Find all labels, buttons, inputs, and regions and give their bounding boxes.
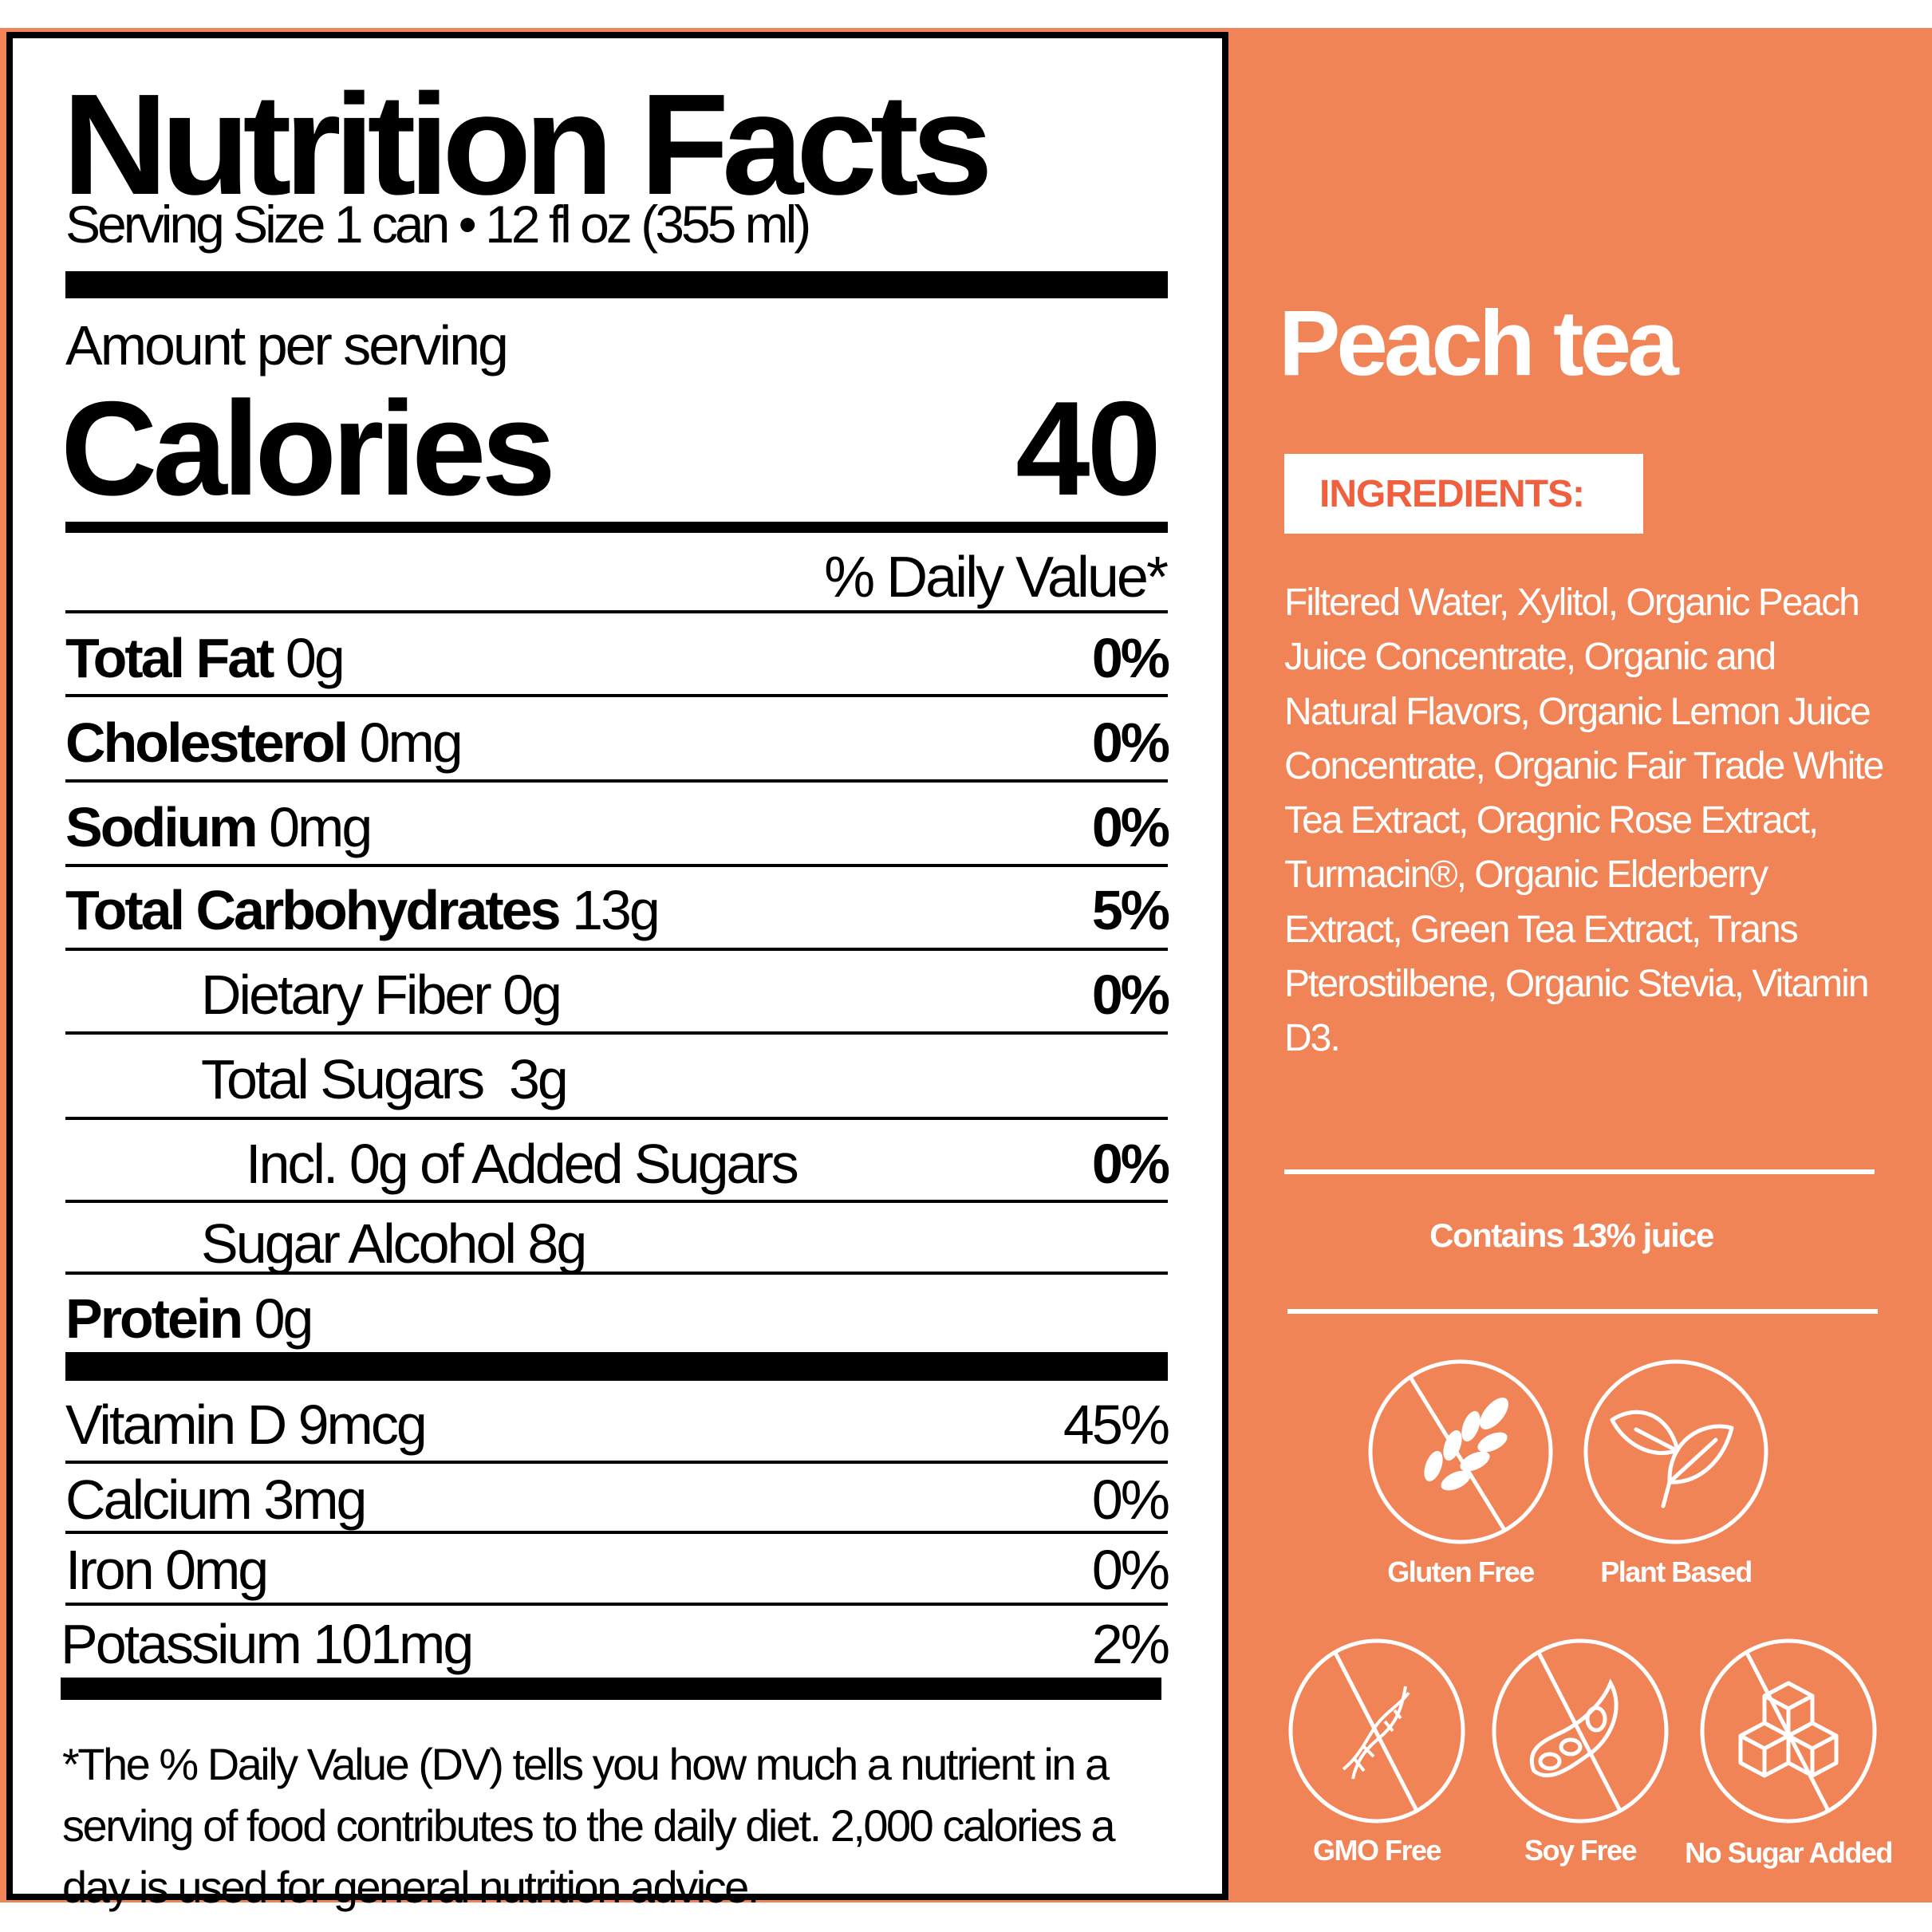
vitamin-dv: 0% xyxy=(1091,1469,1170,1531)
divider xyxy=(65,1603,1168,1606)
vitamin-row-iron: Iron 0mg 0% xyxy=(65,1539,1170,1601)
nutrient-row-protein: Protein 0g xyxy=(65,1291,1168,1346)
calories-value: 40 xyxy=(1015,373,1161,523)
divider xyxy=(1284,1169,1875,1174)
badge-label-gmo-free: GMO Free xyxy=(1312,1834,1442,1867)
nutrition-facts-title: Nutrition Facts xyxy=(62,65,993,225)
juice-content: Contains 13% juice xyxy=(1429,1216,1714,1254)
divider xyxy=(65,1461,1168,1464)
divider xyxy=(65,1272,1168,1275)
badge-label-soy-free: Soy Free xyxy=(1524,1834,1638,1867)
divider xyxy=(65,1031,1168,1035)
badge-no-sugar-added xyxy=(1693,1635,1884,1827)
divider xyxy=(65,1531,1168,1534)
nutrient-label: Cholesterol 0mg xyxy=(65,712,463,774)
dna-crossed-icon xyxy=(1288,1638,1465,1824)
divider xyxy=(65,1200,1168,1203)
badge-label-no-sugar-added: No Sugar Added xyxy=(1685,1836,1893,1869)
vitamin-label: Calcium 3mg xyxy=(65,1469,367,1531)
nutrient-row-total-carbohydrates: Total Carbohydrates 13g 5% xyxy=(65,879,1170,941)
nutrient-label: Total Carbohydrates 13g xyxy=(65,879,660,941)
nutrient-dv: 0% xyxy=(1091,1133,1170,1195)
wheat-crossed-icon xyxy=(1368,1359,1553,1544)
badge-plant-based xyxy=(1580,1356,1772,1548)
nutrient-row-total-fat: Total Fat 0g 0% xyxy=(65,627,1170,689)
ingredients-heading-box: INGREDIENTS: xyxy=(1284,454,1643,534)
nutrient-dv: 0% xyxy=(1091,964,1170,1026)
thick-divider xyxy=(65,271,1168,298)
nutrient-label: Total Fat 0g xyxy=(65,627,345,689)
amount-per-serving: Amount per serving xyxy=(65,314,509,377)
nutrient-label: Protein 0g xyxy=(65,1287,313,1350)
badge-gluten-free xyxy=(1365,1356,1556,1548)
nutrient-label: Dietary Fiber 0g xyxy=(201,964,562,1026)
divider xyxy=(65,948,1168,951)
nutrient-row-dietary-fiber: Dietary Fiber 0g 0% xyxy=(201,964,1170,1026)
divider xyxy=(65,610,1168,613)
vitamin-row-vitamin-d: Vitamin D 9mcg 45% xyxy=(65,1394,1170,1456)
soybean-crossed-icon xyxy=(1492,1638,1669,1824)
vitamin-row-calcium: Calcium 3mg 0% xyxy=(65,1469,1170,1531)
ingredients-list: Filtered Water, Xylitol, Organic Peach J… xyxy=(1284,582,1884,1060)
ingredients-heading: INGREDIENTS: xyxy=(1319,473,1585,515)
daily-value-footnote: *The % Daily Value (DV) tells you how mu… xyxy=(62,1739,1116,1912)
divider xyxy=(65,779,1168,783)
vitamin-row-potassium: Potassium 101mg 2% xyxy=(61,1613,1170,1675)
nutrient-dv: 0% xyxy=(1091,627,1170,689)
calories-label: Calories xyxy=(61,373,556,523)
badge-gmo-free xyxy=(1281,1635,1473,1827)
divider xyxy=(65,1117,1168,1120)
badge-label-gluten-free: Gluten Free xyxy=(1387,1555,1535,1588)
divider xyxy=(1287,1309,1878,1314)
nutrient-label: Total Sugars 3g xyxy=(201,1048,569,1110)
nutrient-row-sugar-alcohol: Sugar Alcohol 8g xyxy=(201,1216,1168,1272)
nutrient-row-cholesterol: Cholesterol 0mg 0% xyxy=(65,712,1170,774)
divider xyxy=(65,864,1168,867)
nutrient-dv: 5% xyxy=(1091,879,1170,941)
nutrient-label: Incl. 0g of Added Sugars xyxy=(246,1133,799,1195)
nutrient-row-sodium: Sodium 0mg 0% xyxy=(65,796,1170,858)
nutrient-dv: 0% xyxy=(1091,712,1170,774)
badge-soy-free xyxy=(1484,1635,1676,1827)
calories-divider xyxy=(65,522,1168,533)
daily-value-header: % Daily Value* xyxy=(824,546,1169,609)
vitamin-label: Vitamin D 9mcg xyxy=(65,1394,428,1456)
serving-size: Serving Size 1 can • 12 fl oz (355 ml) xyxy=(65,195,811,254)
vitamin-dv: 2% xyxy=(1091,1613,1170,1675)
product-name: Peach tea xyxy=(1279,291,1679,395)
nutrient-dv: 0% xyxy=(1091,796,1170,858)
vitamin-dv: 45% xyxy=(1063,1394,1170,1456)
nutrition-facts-panel: Nutrition Facts Serving Size 1 can • 12 … xyxy=(6,32,1228,1912)
leaves-icon xyxy=(1583,1359,1768,1544)
thick-divider xyxy=(61,1678,1161,1700)
nutrient-row-added-sugars: Incl. 0g of Added Sugars 0% xyxy=(246,1133,1170,1195)
thick-divider xyxy=(65,1352,1168,1381)
nutrient-label: Sodium 0mg xyxy=(65,796,373,858)
divider xyxy=(65,694,1168,697)
vitamin-label: Potassium 101mg xyxy=(61,1613,474,1675)
badge-label-plant-based: Plant Based xyxy=(1600,1555,1753,1588)
vitamin-label: Iron 0mg xyxy=(65,1539,269,1601)
nutrient-label: Sugar Alcohol 8g xyxy=(201,1212,587,1275)
vitamin-dv: 0% xyxy=(1091,1539,1170,1601)
sugar-cubes-crossed-icon xyxy=(1700,1638,1877,1824)
nutrient-row-total-sugars: Total Sugars 3g xyxy=(201,1051,1168,1107)
